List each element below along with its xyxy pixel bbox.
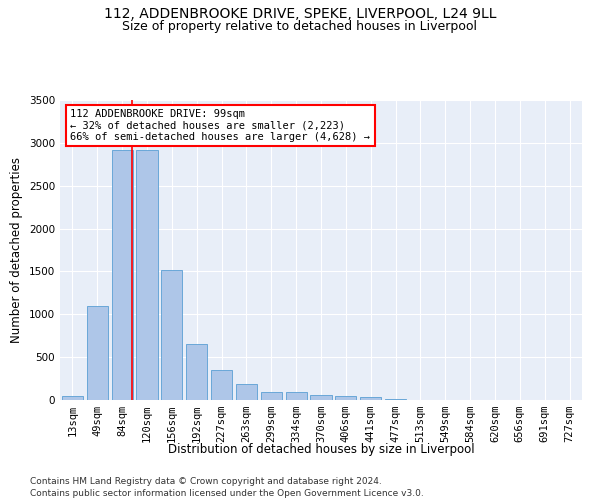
Bar xyxy=(62,396,83,400)
Bar xyxy=(385,399,406,400)
Text: Contains HM Land Registry data © Crown copyright and database right 2024.: Contains HM Land Registry data © Crown c… xyxy=(30,478,382,486)
Y-axis label: Number of detached properties: Number of detached properties xyxy=(10,157,23,343)
Text: 112 ADDENBROOKE DRIVE: 99sqm
← 32% of detached houses are smaller (2,223)
66% of: 112 ADDENBROOKE DRIVE: 99sqm ← 32% of de… xyxy=(70,109,370,142)
Text: Contains public sector information licensed under the Open Government Licence v3: Contains public sector information licen… xyxy=(30,489,424,498)
Bar xyxy=(87,306,108,400)
Bar xyxy=(335,396,356,400)
Bar xyxy=(360,398,381,400)
Text: Size of property relative to detached houses in Liverpool: Size of property relative to detached ho… xyxy=(122,20,478,33)
Bar xyxy=(236,384,257,400)
Text: Distribution of detached houses by size in Liverpool: Distribution of detached houses by size … xyxy=(167,442,475,456)
Bar xyxy=(186,344,207,400)
Bar xyxy=(112,150,133,400)
Bar xyxy=(161,270,182,400)
Bar xyxy=(211,370,232,400)
Bar xyxy=(261,392,282,400)
Text: 112, ADDENBROOKE DRIVE, SPEKE, LIVERPOOL, L24 9LL: 112, ADDENBROOKE DRIVE, SPEKE, LIVERPOOL… xyxy=(104,8,496,22)
Bar xyxy=(136,150,158,400)
Bar xyxy=(286,392,307,400)
Bar xyxy=(310,395,332,400)
